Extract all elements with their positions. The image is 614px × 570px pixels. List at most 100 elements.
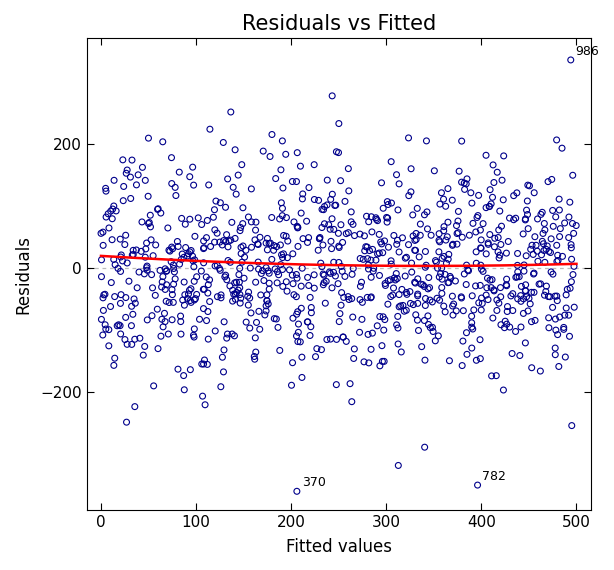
Point bbox=[564, 311, 573, 320]
Point bbox=[190, 295, 200, 304]
Point bbox=[435, 200, 445, 209]
Point bbox=[368, 245, 378, 254]
Point bbox=[251, 333, 260, 343]
Point bbox=[494, 299, 503, 308]
Point bbox=[226, 235, 236, 245]
Point bbox=[168, 290, 177, 299]
Point bbox=[456, 292, 466, 302]
Point bbox=[338, 333, 348, 342]
Point bbox=[157, 282, 166, 291]
Point bbox=[392, 170, 402, 180]
Point bbox=[120, 335, 130, 344]
Point bbox=[142, 266, 152, 275]
Point bbox=[344, 186, 354, 196]
Point bbox=[269, 246, 279, 255]
Point bbox=[152, 304, 162, 314]
Point bbox=[468, 219, 478, 228]
Point bbox=[489, 286, 499, 295]
Point bbox=[269, 241, 279, 250]
Point bbox=[503, 302, 513, 311]
Point bbox=[365, 246, 375, 255]
Point bbox=[276, 241, 286, 250]
Point bbox=[325, 335, 335, 344]
Point bbox=[146, 235, 156, 245]
Point bbox=[367, 212, 376, 221]
Point bbox=[303, 238, 313, 247]
Point bbox=[204, 180, 214, 189]
Point bbox=[373, 249, 383, 258]
Point bbox=[407, 267, 417, 276]
Point bbox=[223, 242, 233, 251]
Point bbox=[430, 256, 440, 265]
Point bbox=[357, 298, 367, 307]
Point bbox=[522, 292, 532, 302]
Point bbox=[363, 330, 373, 339]
Point bbox=[564, 213, 574, 222]
Point bbox=[483, 238, 493, 247]
Point bbox=[487, 275, 497, 284]
Point bbox=[357, 315, 367, 324]
Point bbox=[368, 328, 378, 337]
Point bbox=[461, 280, 471, 289]
Point bbox=[303, 273, 313, 282]
Point bbox=[466, 188, 476, 197]
Point bbox=[122, 340, 132, 349]
Point bbox=[425, 283, 435, 292]
Point bbox=[522, 206, 532, 215]
Point bbox=[359, 357, 369, 367]
Point bbox=[489, 242, 499, 251]
Point bbox=[383, 197, 392, 206]
Point bbox=[426, 231, 436, 240]
Point bbox=[336, 220, 346, 229]
Point bbox=[252, 318, 262, 327]
Point bbox=[179, 253, 188, 262]
Point bbox=[391, 269, 401, 278]
Point bbox=[462, 328, 472, 337]
Point bbox=[437, 263, 446, 272]
Point bbox=[346, 207, 356, 217]
Point bbox=[539, 246, 549, 255]
Point bbox=[566, 55, 576, 64]
Point bbox=[231, 288, 241, 297]
Point bbox=[295, 162, 305, 171]
Point bbox=[458, 336, 468, 345]
Point bbox=[311, 352, 321, 361]
Point bbox=[363, 264, 373, 274]
Point bbox=[144, 133, 154, 142]
Point bbox=[237, 258, 247, 267]
Point bbox=[347, 294, 357, 303]
Point bbox=[128, 246, 138, 255]
Point bbox=[198, 244, 208, 253]
Point bbox=[179, 385, 189, 394]
Point bbox=[166, 257, 176, 266]
Point bbox=[170, 274, 180, 283]
Point bbox=[167, 285, 177, 294]
Point bbox=[464, 266, 473, 275]
Point bbox=[485, 185, 495, 194]
Point bbox=[282, 287, 292, 296]
Point bbox=[337, 267, 347, 276]
Point bbox=[529, 268, 539, 278]
Point bbox=[121, 293, 131, 302]
Point bbox=[195, 315, 204, 324]
Point bbox=[566, 243, 576, 253]
Point bbox=[551, 325, 561, 335]
Point bbox=[477, 299, 487, 308]
Point bbox=[567, 277, 577, 286]
Point bbox=[109, 361, 119, 370]
Point bbox=[413, 204, 422, 213]
Point bbox=[467, 291, 477, 300]
Point bbox=[279, 249, 289, 258]
Point bbox=[460, 185, 470, 194]
Point bbox=[483, 240, 493, 249]
Point bbox=[101, 213, 111, 222]
Point bbox=[560, 218, 570, 227]
Point bbox=[107, 214, 117, 223]
Point bbox=[422, 225, 432, 234]
Title: Residuals vs Fitted: Residuals vs Fitted bbox=[241, 14, 436, 34]
Point bbox=[481, 150, 491, 160]
Point bbox=[393, 205, 403, 214]
Point bbox=[153, 205, 163, 214]
Point bbox=[287, 358, 297, 367]
Point bbox=[499, 385, 508, 394]
